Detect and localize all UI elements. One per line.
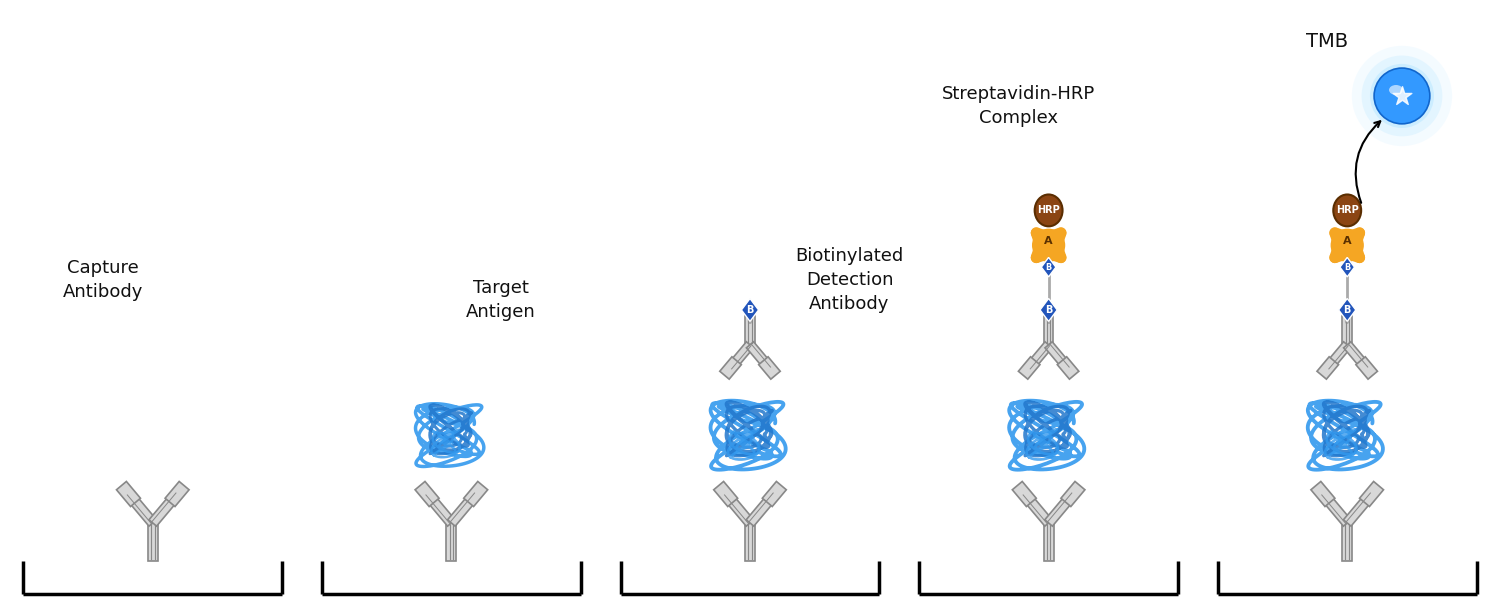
Polygon shape	[762, 481, 786, 506]
Text: Streptavidin-HRP
Complex: Streptavidin-HRP Complex	[942, 85, 1095, 127]
Text: HRP: HRP	[1336, 205, 1359, 215]
Bar	[447, 523, 456, 561]
Circle shape	[1374, 68, 1430, 124]
Polygon shape	[1019, 357, 1040, 379]
Circle shape	[1370, 64, 1434, 128]
Polygon shape	[117, 481, 141, 506]
Polygon shape	[423, 491, 454, 526]
Bar	[1044, 316, 1053, 345]
Text: B: B	[1046, 305, 1053, 315]
Polygon shape	[1311, 481, 1335, 506]
Ellipse shape	[1334, 194, 1360, 226]
Bar	[1044, 523, 1053, 561]
Polygon shape	[1040, 299, 1058, 322]
Polygon shape	[1013, 481, 1036, 506]
Text: Capture
Antibody: Capture Antibody	[63, 259, 142, 301]
Polygon shape	[746, 491, 778, 526]
Polygon shape	[1359, 481, 1383, 506]
Circle shape	[1332, 229, 1364, 261]
Polygon shape	[165, 481, 189, 506]
Circle shape	[1362, 56, 1443, 136]
Text: Biotinylated
Detection
Antibody: Biotinylated Detection Antibody	[795, 247, 903, 313]
Polygon shape	[447, 491, 480, 526]
Bar	[1342, 316, 1352, 345]
Polygon shape	[722, 491, 754, 526]
Polygon shape	[1324, 342, 1352, 371]
Polygon shape	[124, 491, 156, 526]
Text: Target
Antigen: Target Antigen	[466, 279, 536, 321]
Polygon shape	[1340, 257, 1354, 277]
Text: HRP: HRP	[1036, 205, 1060, 215]
Point	[1390, 91, 1414, 101]
Text: A: A	[1342, 236, 1352, 246]
Polygon shape	[728, 342, 753, 371]
Text: A: A	[1044, 236, 1053, 246]
Bar	[746, 316, 754, 345]
Text: B: B	[1344, 305, 1352, 315]
Polygon shape	[1344, 491, 1376, 526]
Circle shape	[1352, 46, 1452, 146]
Polygon shape	[1317, 357, 1338, 379]
Bar	[1342, 523, 1352, 561]
Polygon shape	[720, 357, 741, 379]
Text: B: B	[1046, 263, 1052, 272]
Polygon shape	[1020, 491, 1053, 526]
Polygon shape	[416, 481, 440, 506]
Polygon shape	[1026, 342, 1051, 371]
Polygon shape	[464, 481, 488, 506]
Ellipse shape	[1035, 194, 1062, 226]
Polygon shape	[741, 299, 759, 322]
Polygon shape	[1338, 299, 1356, 322]
Polygon shape	[1058, 357, 1078, 379]
Polygon shape	[1356, 357, 1377, 379]
Circle shape	[1032, 229, 1065, 261]
Bar	[148, 523, 158, 561]
Polygon shape	[747, 342, 772, 371]
Polygon shape	[1046, 342, 1071, 371]
Text: TMB: TMB	[1306, 32, 1348, 51]
Bar	[746, 523, 754, 561]
Polygon shape	[1060, 481, 1084, 506]
Polygon shape	[148, 491, 182, 526]
Text: B: B	[747, 305, 753, 315]
Ellipse shape	[1389, 85, 1402, 95]
Polygon shape	[759, 357, 780, 379]
Polygon shape	[1318, 491, 1352, 526]
Polygon shape	[714, 481, 738, 506]
Polygon shape	[1041, 257, 1056, 277]
Polygon shape	[1344, 342, 1371, 371]
Polygon shape	[1046, 491, 1077, 526]
Text: B: B	[1344, 263, 1350, 272]
